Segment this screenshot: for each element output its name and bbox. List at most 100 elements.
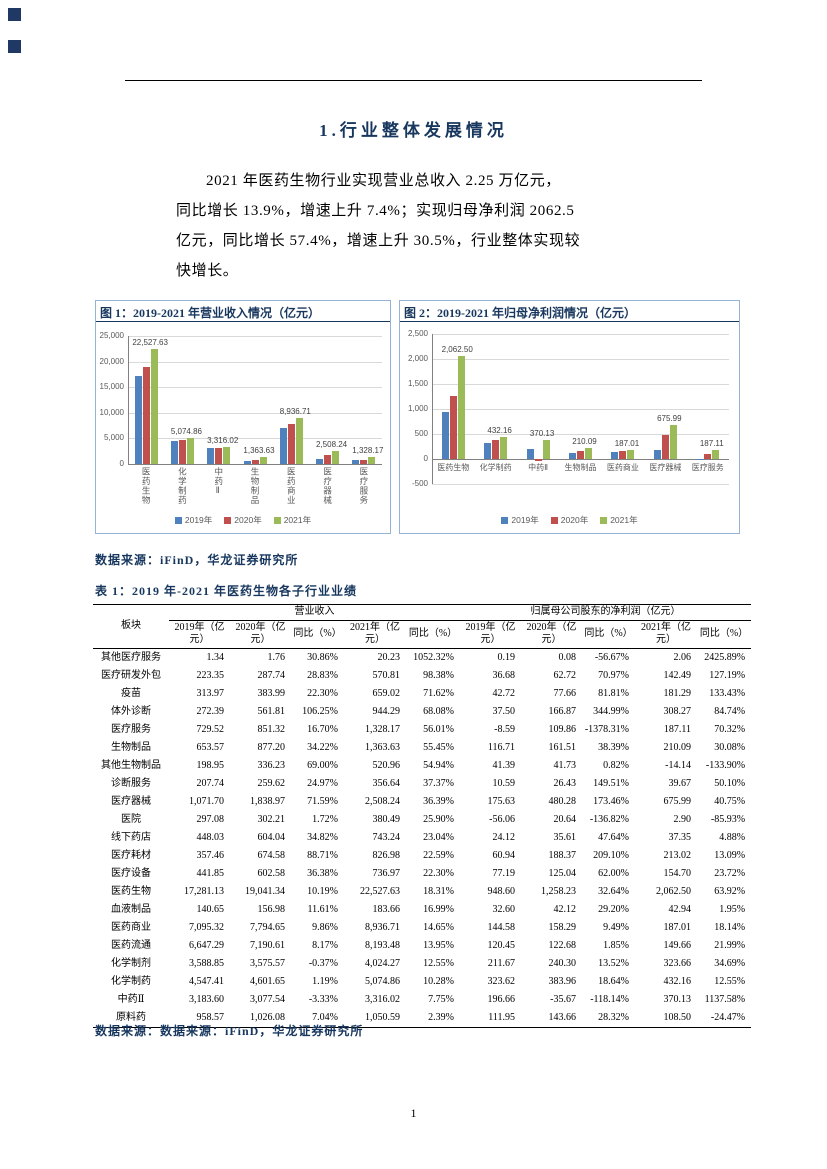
table-cell-value: 1.72%: [312, 813, 338, 825]
table-cell-value: 41.73: [553, 759, 577, 771]
table-cell-value: 308.27: [663, 705, 692, 717]
table-cell-sector: 医疗研发外包: [101, 669, 161, 681]
gridline: [128, 412, 382, 414]
table-cell-value: 13.52%: [598, 957, 630, 969]
bar-2019年: [207, 447, 215, 464]
bar-value-label: 8,936.71: [279, 407, 311, 417]
table-cell-value: 122.68: [548, 939, 577, 951]
table-cell-value: 18.64%: [598, 975, 630, 987]
table-cell-sector: 医院: [121, 813, 141, 825]
table-cell-value: 1,071.70: [189, 795, 224, 807]
legend-label: 2019年: [184, 515, 213, 525]
table-cell-value: 140.65: [196, 903, 225, 915]
legend-swatch: [550, 516, 558, 524]
table-cell-value: 272.39: [196, 705, 225, 717]
table-cell-value: 441.85: [196, 867, 225, 879]
table-cell-value: 958.57: [196, 1011, 225, 1023]
bar-2020年: [287, 424, 295, 464]
table-row: 医疗设备 441.85 602.58 36.38% 736.97 22.30% 77.19 1…: [93, 865, 751, 883]
bar-2020年: [178, 440, 186, 464]
table-cell-value: 1.85%: [603, 939, 630, 951]
table-cell-value: 142.49: [663, 669, 692, 681]
table-cell-value: 223.35: [196, 669, 225, 681]
bar-2020年: [449, 396, 457, 459]
bar-2019年: [526, 449, 534, 459]
x-category-label: 医药商业: [606, 463, 639, 472]
table-cell-value: 7,190.61: [250, 939, 285, 951]
x-axis-line: [128, 464, 382, 465]
table-row: 其他医疗服务 1.34 1.76 30.86% 20.23 1052.32% 0.19 0.0…: [93, 648, 751, 667]
table-cell-value: 729.52: [196, 723, 225, 735]
bar-value-label: 2,062.50: [441, 344, 473, 354]
y-axis-line: [128, 336, 129, 464]
table-cell-value: 188.37: [548, 849, 577, 861]
table-cell-value: 166.87: [548, 705, 577, 717]
table-row: 医疗器械 1,071.70 1,838.97 71.59% 2,508.24 36.39%…: [93, 793, 751, 811]
table-cell-value: 22.30%: [423, 867, 455, 879]
table-cell-value: 4.88%: [719, 831, 746, 843]
industry-performance-table: 板块 营业收入 归属母公司股东的净利润（亿元） 2019年（亿元） 2020年（亿元）同…: [93, 604, 752, 1028]
table-cell-value: 55.45%: [423, 741, 455, 753]
table-cell-value: 2,508.24: [365, 795, 400, 807]
table-cell-value: 370.13: [663, 993, 692, 1005]
table-cell-value: 149.51%: [593, 777, 630, 789]
data-source-figures: 数据来源：iFinD，华龙证券研究所: [95, 553, 299, 567]
table-cell-value: 336.23: [257, 759, 286, 771]
table-cell-value: 77.19: [492, 867, 516, 879]
table-subheader: 2019年（亿元）: [460, 620, 522, 649]
table-cell-value: 156.98: [257, 903, 286, 915]
y-tick-label: 15,000: [99, 382, 124, 392]
table-cell-value: 187.11: [663, 723, 692, 735]
table-cell-value: 29.20%: [598, 903, 630, 915]
gridline: [432, 384, 729, 385]
table-cell-value: 34.22%: [307, 741, 338, 753]
bar-2020年: [324, 454, 332, 464]
table-cell-value: 181.29: [663, 687, 692, 699]
bar-value-label: 432.16: [487, 426, 512, 436]
legend-swatch: [224, 516, 232, 524]
table-row: 原料药 958.57 1,026.08 7.04% 1,050.59 2.39% 111.9…: [93, 1009, 751, 1028]
table-cell-value: -14.14: [665, 759, 692, 771]
x-category-label: 医疗器械: [322, 467, 333, 505]
y-tick-label: 20,000: [99, 356, 124, 366]
table-cell-value: 143.66: [548, 1011, 577, 1023]
table-cell-sector: 中药Ⅱ: [117, 993, 145, 1005]
legend-item: 2021年: [273, 514, 311, 526]
table-cell-value: 109.86: [548, 723, 577, 735]
table-row: 生物制品 653.57 877.20 34.22% 1,363.63 55.45% 116.…: [93, 739, 751, 757]
table-cell-value: 2,062.50: [656, 885, 692, 897]
gridline: [432, 409, 729, 410]
y-tick-label: 5,000: [103, 433, 124, 443]
y-tick-label: 0: [423, 454, 428, 463]
table-cell-value: 56.01%: [423, 723, 455, 735]
table-subheader: 同比（%）: [406, 620, 461, 649]
table-cell-value: 111.95: [488, 1011, 516, 1023]
table-cell-value: 653.57: [196, 741, 225, 753]
x-category-label: 医疗器械: [649, 463, 682, 472]
bar-value-label: 370.13: [529, 429, 555, 439]
table-cell-value: 1.76: [267, 651, 286, 663]
gridline: [432, 484, 729, 485]
table-cell-value: 24.97%: [307, 777, 338, 789]
table-cell-value: 37.35: [668, 831, 692, 843]
bar-2021年: [332, 451, 340, 464]
table-cell-value: 42.94: [668, 903, 692, 915]
gridline: [128, 336, 382, 337]
table-cell-value: 154.70: [663, 867, 692, 879]
x-axis-line: [432, 459, 729, 460]
table-cell-value: 18.14%: [714, 921, 746, 933]
table-cell-value: 18.31%: [423, 885, 455, 897]
body-paragraph: 2021 年医药生物行业实现营业总收入 2.25 万亿元， 同比增长 13.9%…: [176, 166, 696, 286]
x-category-label: 医疗服务: [358, 467, 369, 505]
table-cell-value: 20.23: [377, 651, 401, 663]
table-cell-value: 183.66: [372, 903, 401, 915]
table-row: 线下药店 448.03 604.04 34.82% 743.24 23.04% 24.12 3…: [93, 829, 751, 847]
table-row: 医疗研发外包 223.35 287.74 28.83% 570.81 98.38% 36.6…: [93, 667, 751, 685]
bar-value-label: 5,074.86: [170, 427, 202, 437]
table-cell-sector: 诊断服务: [111, 777, 151, 789]
table-cell-value: 1052.32%: [413, 651, 455, 663]
y-tick-label: 0: [119, 459, 124, 468]
gridline: [128, 361, 382, 363]
y-tick-label: 2,000: [407, 354, 428, 363]
table-group-profit: 归属母公司股东的净利润（亿元）: [460, 604, 752, 621]
